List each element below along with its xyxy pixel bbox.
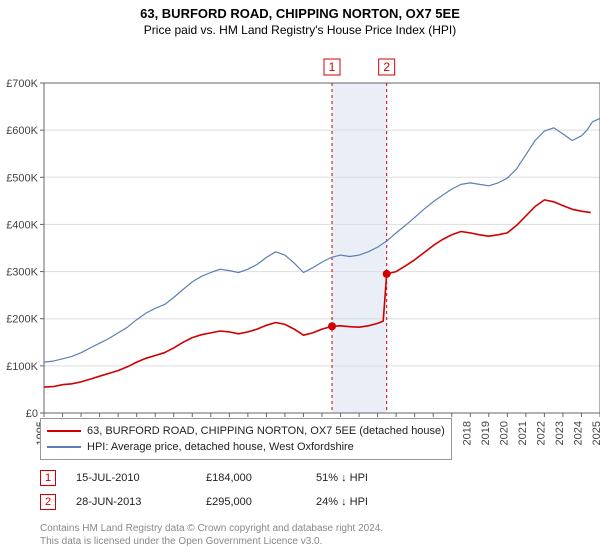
x-tick-label: 2025 xyxy=(591,421,600,445)
chart-legend: 63, BURFORD ROAD, CHIPPING NORTON, OX7 5… xyxy=(40,418,452,460)
x-tick-label: 2019 xyxy=(480,421,492,445)
x-tick-label: 2022 xyxy=(535,421,547,445)
x-tick-label: 2021 xyxy=(517,421,529,445)
y-tick-label: £700K xyxy=(6,78,38,90)
legend-label: HPI: Average price, detached house, West… xyxy=(87,439,354,455)
price-chart: £0£100K£200K£300K£400K£500K£600K£700K199… xyxy=(0,37,600,459)
y-tick-label: £100K xyxy=(6,361,38,373)
sale-row-hpi-delta: 24% ↓ HPI xyxy=(316,496,426,508)
sale-row-price: £184,000 xyxy=(206,472,316,484)
y-tick-label: £600K xyxy=(6,125,38,137)
legend-swatch xyxy=(47,446,81,448)
x-tick-label: 2018 xyxy=(461,421,473,445)
series-price_paid xyxy=(44,200,591,387)
sale-row-hpi-delta: 51% ↓ HPI xyxy=(316,472,426,484)
sale-marker-label: 2 xyxy=(383,60,390,74)
sale-row-price: £295,000 xyxy=(206,496,316,508)
legend-item: 63, BURFORD ROAD, CHIPPING NORTON, OX7 5… xyxy=(47,423,445,439)
y-tick-label: £0 xyxy=(26,408,38,420)
y-tick-label: £200K xyxy=(6,314,38,326)
x-tick-label: 2020 xyxy=(498,421,510,445)
legend-swatch xyxy=(47,430,81,432)
legend-item: HPI: Average price, detached house, West… xyxy=(47,439,445,455)
sale-row-date: 15-JUL-2010 xyxy=(76,472,206,484)
sale-row: 1 15-JUL-2010£184,00051% ↓ HPI xyxy=(40,466,426,490)
sale-row-marker: 2 xyxy=(40,494,56,510)
y-tick-label: £400K xyxy=(6,219,38,231)
sale-marker-label: 1 xyxy=(329,60,336,74)
chart-title-1: 63, BURFORD ROAD, CHIPPING NORTON, OX7 5… xyxy=(0,6,600,21)
sale-row-marker: 1 xyxy=(40,470,56,486)
legend-label: 63, BURFORD ROAD, CHIPPING NORTON, OX7 5… xyxy=(87,423,445,439)
chart-title-2: Price paid vs. HM Land Registry's House … xyxy=(0,23,600,37)
sale-row: 2 28-JUN-2013£295,00024% ↓ HPI xyxy=(40,490,426,514)
sales-table: 1 15-JUL-2010£184,00051% ↓ HPI 2 28-JUN-201… xyxy=(40,466,426,514)
x-tick-label: 2024 xyxy=(572,421,584,445)
series-hpi xyxy=(44,118,600,362)
sale-row-date: 28-JUN-2013 xyxy=(76,496,206,508)
y-tick-label: £500K xyxy=(6,172,38,184)
x-tick-label: 2023 xyxy=(554,421,566,445)
attribution-line-2: This data is licensed under the Open Gov… xyxy=(40,535,383,548)
data-attribution: Contains HM Land Registry data © Crown c… xyxy=(40,522,383,548)
y-tick-label: £300K xyxy=(6,267,38,279)
price-marker xyxy=(328,322,336,330)
attribution-line-1: Contains HM Land Registry data © Crown c… xyxy=(40,522,383,535)
price-marker xyxy=(383,270,391,278)
